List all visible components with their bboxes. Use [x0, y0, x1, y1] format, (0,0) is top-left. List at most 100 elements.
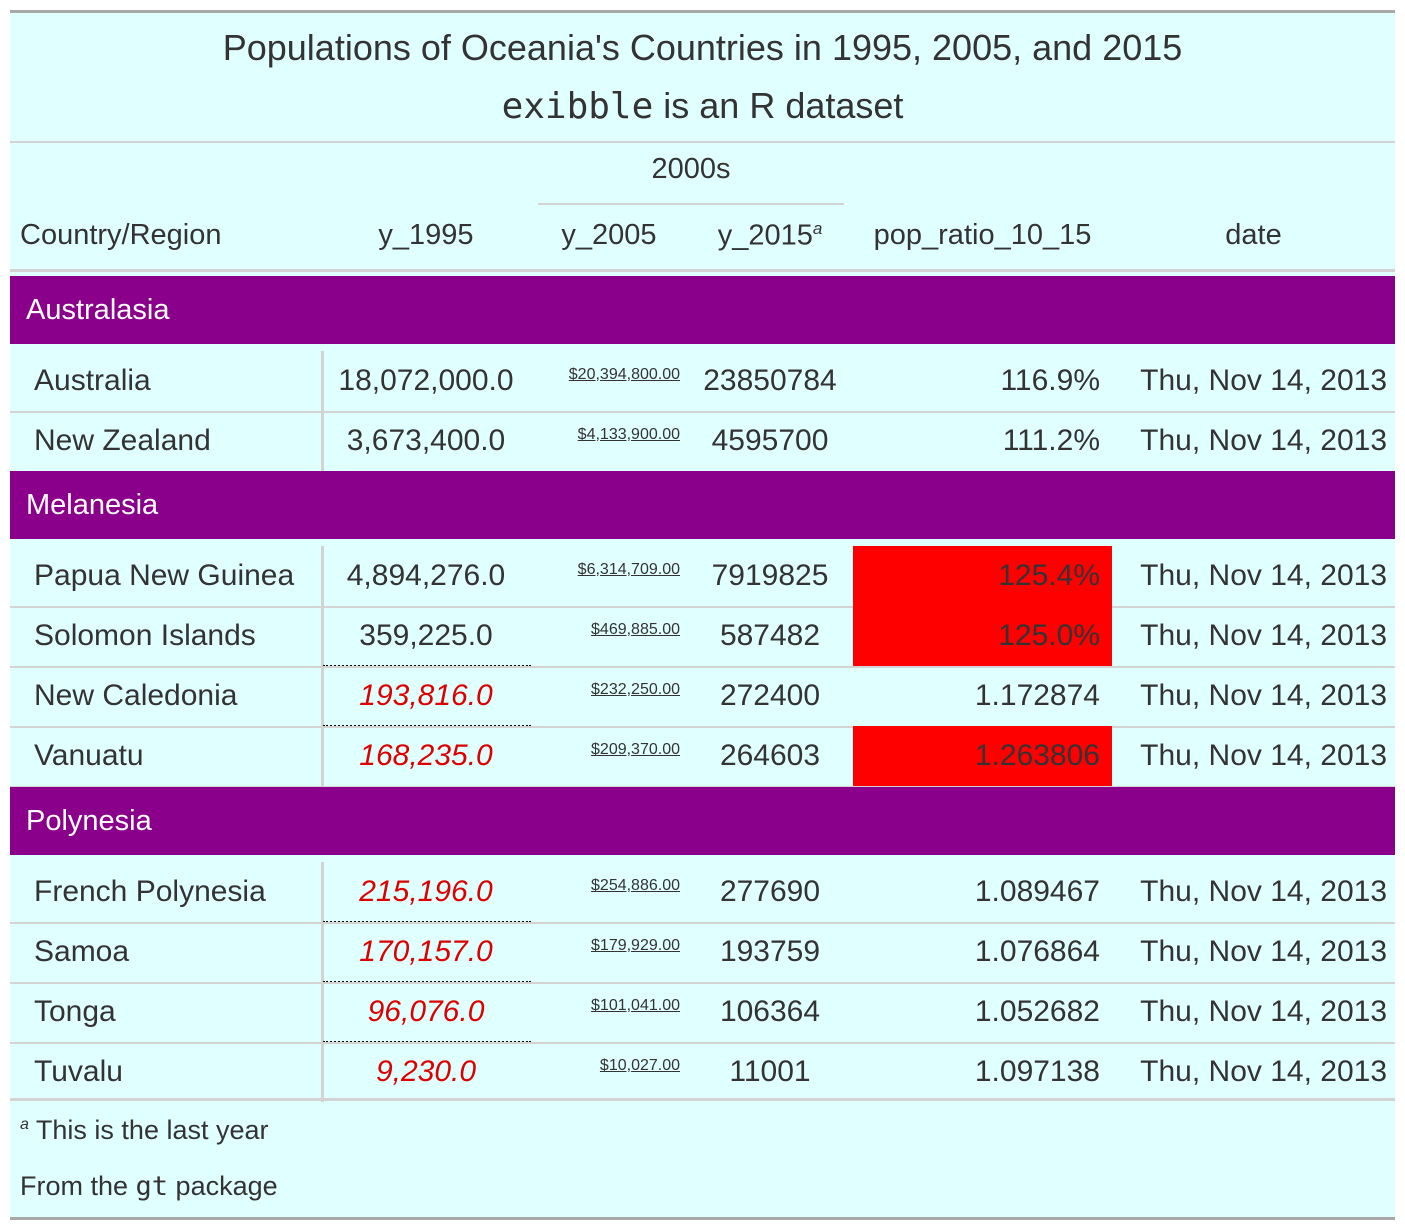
table-row: New Zealand 3,673,400.0 $4,133,900.00 45957… [10, 411, 1395, 471]
cell-date: Thu, Nov 14, 2013 [1140, 679, 1387, 712]
source-prefix: From the [20, 1171, 136, 1201]
cell-y2015: 7919825 [711, 559, 829, 592]
cell-pop-ratio: 1.097138 [974, 1055, 1100, 1088]
cell-y2005: $254,886.00 [591, 877, 680, 894]
subtitle-text: is an R dataset [653, 85, 904, 126]
cell-pop-ratio: 116.9% [1000, 364, 1100, 397]
cell-pop-ratio: 1.052682 [974, 995, 1100, 1028]
table-row: Papua New Guinea 4,894,276.0 $6,314,709.00… [10, 546, 1395, 606]
col-header-date: date [1225, 219, 1282, 251]
col-header-y2015: y_2015a [690, 219, 850, 253]
table-row: Tuvalu 9,230.0 $10,027.00 11001 1.097138 Thu,… [10, 1042, 1395, 1102]
col-header-country: Country/Region [20, 219, 222, 251]
cell-country: Vanuatu [34, 739, 144, 772]
row-divider [10, 606, 1395, 608]
row-group-1: Melanesia [10, 471, 1395, 539]
cell-date: Thu, Nov 14, 2013 [1140, 559, 1387, 592]
cell-y2015: 106364 [719, 995, 821, 1028]
table-row: Solomon Islands 359,225.0 $469,885.00 58748… [10, 606, 1395, 666]
table-subtitle: exibble is an R dataset [10, 85, 1395, 127]
header-divider [10, 269, 1395, 272]
row-group-2: Polynesia [10, 787, 1395, 855]
cell-date: Thu, Nov 14, 2013 [1140, 619, 1387, 652]
table-row: French Polynesia 215,196.0 $254,886.00 2776… [10, 862, 1395, 922]
footnote-mark: a [812, 219, 823, 238]
row-divider [10, 922, 1395, 924]
cell-pop-ratio: 1.172874 [974, 679, 1100, 712]
table-row: Samoa 170,157.0 $179,929.00 193759 1.076864 T… [10, 922, 1395, 982]
cell-y2005: $101,041.00 [591, 997, 680, 1014]
spanner-underline [538, 203, 844, 205]
col-header-y2015-label: y_2015 [717, 219, 813, 252]
cell-pop-ratio: 1.263806 [853, 726, 1112, 786]
row-divider [10, 411, 1395, 413]
subtitle-code: exibble [501, 86, 654, 127]
row-group-0: Australasia [10, 276, 1395, 344]
cell-y1995: 193,816.0 [359, 679, 493, 712]
row-divider [10, 1042, 1395, 1044]
row-divider [10, 726, 1395, 728]
cell-country: Tonga [34, 995, 116, 1028]
cell-country: New Caledonia [34, 679, 238, 712]
cell-y1995: 170,157.0 [359, 935, 493, 968]
source-suffix: package [168, 1171, 278, 1201]
cell-country: Solomon Islands [34, 619, 256, 652]
cell-country: Samoa [34, 935, 130, 968]
cell-y1995: 3,673,400.0 [346, 424, 506, 457]
col-header-y2005: y_2005 [561, 219, 657, 251]
table-row: Australia 18,072,000.0 $20,394,800.00 23850… [10, 351, 1395, 411]
cell-date: Thu, Nov 14, 2013 [1140, 1055, 1387, 1088]
source-code: gt [135, 1171, 169, 1202]
cell-country: Australia [34, 364, 151, 397]
cell-date: Thu, Nov 14, 2013 [1140, 424, 1387, 457]
cell-y2005: $209,370.00 [591, 741, 680, 758]
cell-date: Thu, Nov 14, 2013 [1140, 935, 1387, 968]
cell-pop-ratio: 125.4% [853, 546, 1112, 606]
cell-pop-ratio: 125.0% [853, 606, 1112, 666]
footnote: a This is the last year [20, 1115, 269, 1146]
data-table: Populations of Oceania's Countries in 19… [10, 10, 1395, 1220]
cell-y2015: 272400 [719, 679, 821, 712]
cell-pop-ratio: 1.089467 [974, 875, 1100, 908]
cell-y2005: $20,394,800.00 [568, 366, 680, 383]
footnote-text: This is the last year [35, 1115, 269, 1145]
cell-y1995: 359,225.0 [359, 619, 493, 652]
col-header-y1995: y_1995 [378, 219, 474, 251]
table-row: Vanuatu 168,235.0 $209,370.00 264603 1.26380… [10, 726, 1395, 786]
cell-y2005: $469,885.00 [591, 621, 680, 638]
col-header-pop-ratio: pop_ratio_10_15 [873, 219, 1092, 251]
cell-y2005: $232,250.00 [591, 681, 680, 698]
cell-country: New Zealand [34, 424, 211, 457]
cell-y2005: $10,027.00 [599, 1057, 680, 1074]
table-row: New Caledonia 193,816.0 $232,250.00 272400 1… [10, 666, 1395, 726]
cell-y2015: 11001 [729, 1055, 811, 1088]
cell-y2015: 264603 [719, 739, 821, 772]
cell-date: Thu, Nov 14, 2013 [1140, 739, 1387, 772]
cell-date: Thu, Nov 14, 2013 [1140, 364, 1387, 397]
cell-y1995: 168,235.0 [359, 739, 493, 772]
row-divider [10, 666, 1395, 668]
cell-country: French Polynesia [34, 875, 266, 908]
cell-y2005: $6,314,709.00 [577, 561, 680, 578]
cell-country: Papua New Guinea [34, 559, 295, 592]
cell-y1995: 4,894,276.0 [346, 559, 506, 592]
table-row: Tonga 96,076.0 $101,041.00 106364 1.052682 Th… [10, 982, 1395, 1042]
table-title: Populations of Oceania's Countries in 19… [222, 27, 1183, 68]
cell-y2015: 4595700 [711, 424, 829, 457]
footer-divider [10, 1098, 1395, 1101]
cell-y1995: 9,230.0 [375, 1055, 477, 1088]
cell-y1995: 96,076.0 [367, 995, 485, 1028]
cell-y1995: 18,072,000.0 [338, 364, 514, 397]
spanner-2000s: 2000s [651, 153, 731, 185]
title-divider [10, 141, 1395, 143]
cell-y2015: 277690 [719, 875, 821, 908]
cell-pop-ratio: 1.076864 [974, 935, 1100, 968]
row-divider [10, 982, 1395, 984]
cell-date: Thu, Nov 14, 2013 [1140, 875, 1387, 908]
cell-y2015: 587482 [719, 619, 821, 652]
cell-y2015: 23850784 [703, 364, 837, 397]
source-note: From the gt package [20, 1171, 278, 1202]
cell-date: Thu, Nov 14, 2013 [1140, 995, 1387, 1028]
cell-y2005: $179,929.00 [591, 937, 680, 954]
cell-country: Tuvalu [34, 1055, 123, 1088]
